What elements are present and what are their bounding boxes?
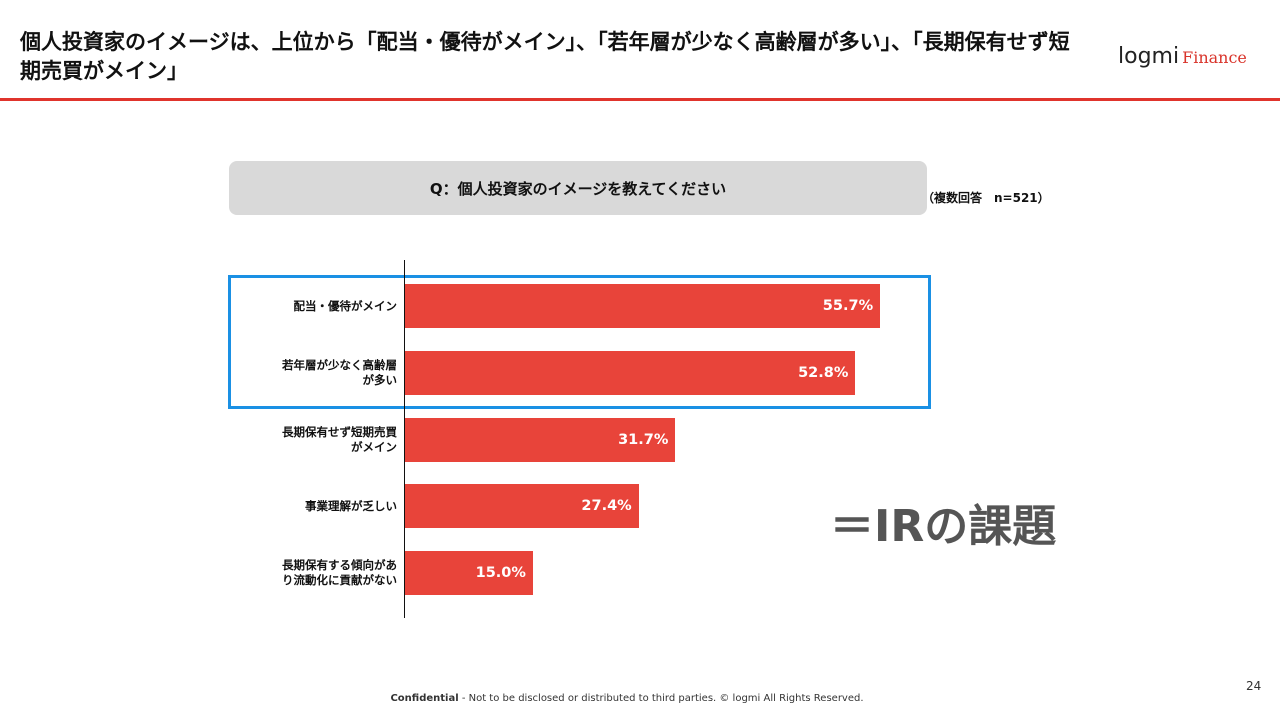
- value-label: 55.7%: [822, 298, 874, 314]
- sample-note: （複数回答 n=521）: [922, 191, 1050, 205]
- category-label: 事業理解が乏しい: [305, 498, 397, 513]
- category-label: 長期保有する傾向があり流動化に貢献がない: [282, 558, 397, 588]
- value-label: 15.0%: [475, 565, 526, 582]
- category-label: 若年層が少なく高齢層が多い: [282, 357, 397, 387]
- header-rule: [0, 98, 1280, 101]
- logo: logmi Finance: [1118, 44, 1247, 69]
- bar: [405, 284, 881, 328]
- category-label: 長期保有せず短期売買がメイン: [282, 424, 397, 454]
- value-label: 27.4%: [581, 498, 632, 515]
- footer-text: - Not to be disclosed or distributed to …: [458, 693, 864, 704]
- bar: [405, 484, 639, 529]
- footer-confidential: Confidential: [390, 693, 459, 704]
- annotation: ＝IRの課題: [830, 501, 1057, 552]
- footer: Confidential - Not to be disclosed or di…: [0, 693, 1254, 704]
- value-label: 52.8%: [798, 364, 849, 381]
- bar: [405, 551, 533, 596]
- page-number: 24: [1246, 679, 1262, 693]
- axis-line: [404, 260, 405, 618]
- bar: [405, 417, 676, 462]
- logo-main: logmi: [1118, 44, 1180, 69]
- slide-title: 個人投資家のイメージは、上位から「配当・優待がメイン」、「若年層が少なく高齢層が…: [20, 30, 1070, 83]
- logo-sub: Finance: [1182, 48, 1247, 67]
- category-label: 配当・優待がメイン: [293, 298, 398, 313]
- value-label: 31.7%: [618, 431, 669, 448]
- question-box: Q：個人投資家のイメージを教えてください: [229, 161, 927, 215]
- bar: [405, 350, 856, 395]
- question: Q：個人投資家のイメージを教えてください: [429, 179, 727, 198]
- highlight-box: [228, 275, 931, 409]
